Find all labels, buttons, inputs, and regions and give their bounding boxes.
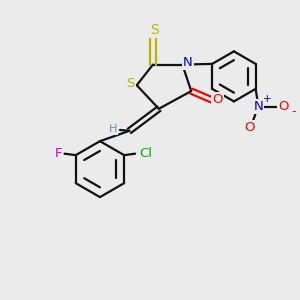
Text: Cl: Cl — [139, 147, 152, 160]
Text: S: S — [150, 23, 159, 37]
Text: O: O — [278, 100, 289, 113]
Text: -: - — [292, 105, 296, 119]
Text: O: O — [244, 121, 255, 134]
Text: N: N — [183, 56, 193, 69]
Text: S: S — [126, 77, 134, 90]
Text: O: O — [212, 93, 223, 106]
Text: F: F — [54, 147, 62, 160]
Text: +: + — [262, 94, 271, 104]
Text: N: N — [254, 100, 263, 113]
Text: H: H — [109, 124, 117, 134]
